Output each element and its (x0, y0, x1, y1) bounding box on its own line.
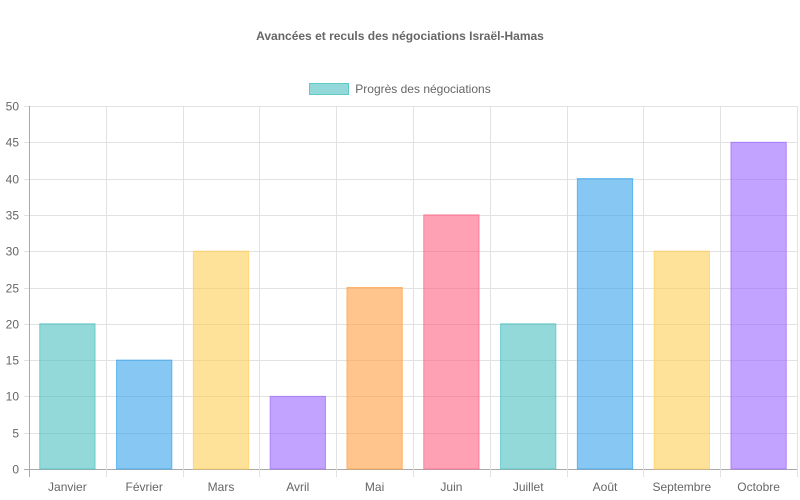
y-tick-label: 30 (6, 245, 20, 259)
x-tick-label: Octobre (737, 480, 780, 494)
y-tick-label: 50 (6, 100, 20, 114)
legend[interactable]: Progrès des négociations (0, 82, 800, 96)
y-tick-label: 15 (6, 354, 20, 368)
bar-janvier[interactable] (39, 323, 96, 470)
x-tick-label: Mai (365, 480, 384, 494)
x-tick-label: Février (126, 480, 163, 494)
y-tick-label: 45 (6, 136, 20, 150)
legend-label: Progrès des négociations (355, 82, 491, 96)
bar-août[interactable] (576, 178, 634, 470)
x-tick-label: Juillet (513, 480, 544, 494)
chart-title: Avancées et reculs des négociations Isra… (256, 29, 544, 43)
x-tick-label: Août (593, 480, 618, 494)
bar-juillet[interactable] (500, 323, 557, 470)
x-tick-label: Mars (208, 480, 235, 494)
y-tick-label: 5 (12, 427, 19, 441)
legend-swatch (309, 83, 350, 95)
y-tick-label: 35 (6, 209, 20, 223)
x-tick-label: Avril (286, 480, 309, 494)
bar-octobre[interactable] (730, 141, 787, 470)
bar-février[interactable] (116, 359, 173, 470)
bar-juin[interactable] (423, 214, 480, 470)
x-tick-label: Juin (440, 480, 462, 494)
y-tick-label: 40 (6, 173, 20, 187)
y-tick-label: 10 (6, 390, 20, 404)
y-tick-label: 0 (12, 463, 19, 477)
y-tick-label: 20 (6, 318, 20, 332)
bar-avril[interactable] (269, 395, 326, 470)
bar-mars[interactable] (192, 250, 250, 470)
y-tick-label: 25 (6, 282, 20, 296)
bar-mai[interactable] (346, 287, 403, 470)
x-tick-label: Janvier (48, 480, 87, 494)
x-tick-label: Septembre (652, 480, 711, 494)
bar-septembre[interactable] (653, 250, 710, 470)
